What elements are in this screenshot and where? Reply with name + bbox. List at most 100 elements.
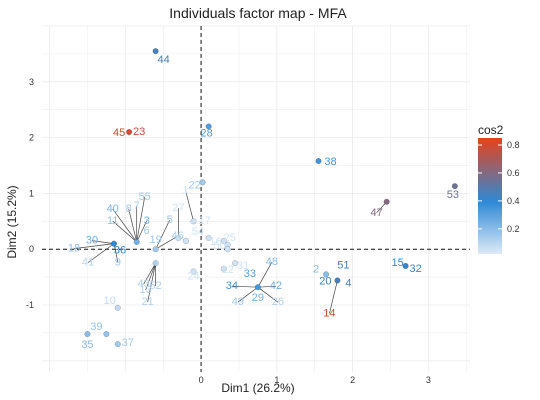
point-label-44: 44 bbox=[158, 54, 170, 66]
legend-tick-label: 0.2 bbox=[507, 224, 520, 234]
point-label-38: 38 bbox=[324, 156, 336, 168]
point-label-36: 36 bbox=[114, 245, 126, 257]
connector-34 bbox=[231, 285, 258, 288]
reference-lines bbox=[42, 26, 470, 372]
point-label-33: 33 bbox=[244, 268, 256, 280]
point-label-27: 27 bbox=[172, 202, 184, 214]
point-label-21: 21 bbox=[142, 296, 154, 308]
point-35 bbox=[84, 331, 91, 338]
connector-30 bbox=[91, 240, 115, 244]
point-2 bbox=[323, 271, 330, 278]
point-label-29: 29 bbox=[252, 292, 264, 304]
points bbox=[84, 48, 458, 348]
point-38 bbox=[315, 158, 322, 165]
legend-colorbar bbox=[478, 138, 502, 254]
point-17 bbox=[205, 235, 212, 242]
legend-tick-label: 0.6 bbox=[507, 168, 520, 178]
point-54 bbox=[182, 237, 189, 244]
legend-tick-label: 0.4 bbox=[507, 196, 520, 206]
point-label-7: 7 bbox=[134, 200, 140, 212]
point-label-17: 17 bbox=[199, 215, 211, 227]
point-34 bbox=[254, 284, 261, 291]
point-label-55: 55 bbox=[139, 191, 151, 203]
point-1 bbox=[190, 218, 197, 225]
connector-40 bbox=[112, 208, 137, 243]
label-connectors bbox=[73, 190, 387, 314]
point-51 bbox=[334, 277, 341, 284]
y-tick-label: 3 bbox=[29, 77, 34, 87]
point-label-54: 54 bbox=[192, 226, 204, 238]
point-label-4: 4 bbox=[345, 277, 351, 289]
point-label-47: 47 bbox=[371, 207, 383, 219]
connector-14 bbox=[329, 280, 338, 314]
point-22 bbox=[199, 179, 206, 186]
point-label-28: 28 bbox=[201, 127, 213, 139]
point-label-3: 3 bbox=[144, 215, 150, 227]
connector-13 bbox=[145, 263, 156, 291]
connector-18 bbox=[73, 243, 115, 249]
connector-26 bbox=[257, 286, 279, 303]
y-tick-label: 1 bbox=[29, 188, 34, 198]
point-label-49: 49 bbox=[232, 296, 244, 308]
point-label-50: 50 bbox=[213, 240, 225, 252]
point-label-15: 15 bbox=[391, 257, 403, 269]
connector-8 bbox=[128, 208, 138, 243]
point-label-24: 24 bbox=[187, 271, 199, 283]
point-label-41: 41 bbox=[82, 257, 94, 269]
point-label-8: 8 bbox=[126, 203, 132, 215]
point-label-52: 52 bbox=[150, 280, 162, 292]
connector-11 bbox=[112, 220, 137, 243]
point-label-31: 31 bbox=[237, 260, 249, 272]
x-tick-label: 1 bbox=[274, 375, 279, 385]
connector-49 bbox=[237, 286, 259, 303]
point-label-13: 13 bbox=[140, 284, 152, 296]
point-label-46: 46 bbox=[172, 230, 184, 242]
x-tick-label: 3 bbox=[426, 375, 431, 385]
connector-41 bbox=[87, 243, 115, 263]
point-label-53: 53 bbox=[447, 189, 459, 201]
point-27 bbox=[175, 235, 182, 242]
point-label-32: 32 bbox=[409, 263, 421, 275]
connector-3 bbox=[136, 220, 148, 243]
y-tick-label: -1 bbox=[26, 300, 34, 310]
point-label-19: 19 bbox=[150, 234, 162, 246]
point-label-25: 25 bbox=[224, 232, 236, 244]
point-45 bbox=[126, 128, 133, 136]
point-21 bbox=[152, 260, 159, 267]
y-tick-label: 0 bbox=[29, 244, 34, 254]
connector-42 bbox=[257, 285, 276, 288]
point-37 bbox=[114, 341, 121, 348]
point-label-5: 5 bbox=[167, 214, 173, 226]
point-39 bbox=[103, 331, 110, 338]
point-12 bbox=[220, 265, 227, 272]
point-label-30: 30 bbox=[86, 235, 98, 247]
point-label-43: 43 bbox=[138, 278, 150, 290]
point-label-18: 18 bbox=[68, 243, 80, 255]
point-label-16: 16 bbox=[209, 236, 221, 248]
point-3 bbox=[133, 238, 140, 246]
point-15 bbox=[402, 262, 409, 270]
point-label-39: 39 bbox=[90, 321, 102, 333]
point-label-2: 2 bbox=[313, 263, 319, 275]
x-tick-label: 0 bbox=[199, 375, 204, 385]
grid bbox=[42, 25, 470, 372]
point-53 bbox=[451, 183, 458, 190]
point-label-26: 26 bbox=[272, 296, 284, 308]
point-label-20: 20 bbox=[319, 275, 331, 287]
point-label-11: 11 bbox=[107, 215, 118, 227]
point-36 bbox=[110, 240, 118, 247]
point-label-6: 6 bbox=[144, 225, 150, 237]
point-label-40: 40 bbox=[107, 203, 119, 215]
connector-5 bbox=[155, 220, 170, 250]
legend-tick-label: 0.8 bbox=[507, 140, 520, 150]
point-label-42: 42 bbox=[270, 280, 282, 292]
connector-9 bbox=[113, 243, 119, 263]
chart-title: Individuals factor map - MFA bbox=[169, 5, 347, 21]
x-tick-label: 2 bbox=[350, 375, 355, 385]
point-50 bbox=[224, 246, 231, 253]
point-label-10: 10 bbox=[104, 295, 116, 307]
point-label-23: 23 bbox=[133, 126, 145, 138]
connector-21 bbox=[147, 263, 156, 303]
